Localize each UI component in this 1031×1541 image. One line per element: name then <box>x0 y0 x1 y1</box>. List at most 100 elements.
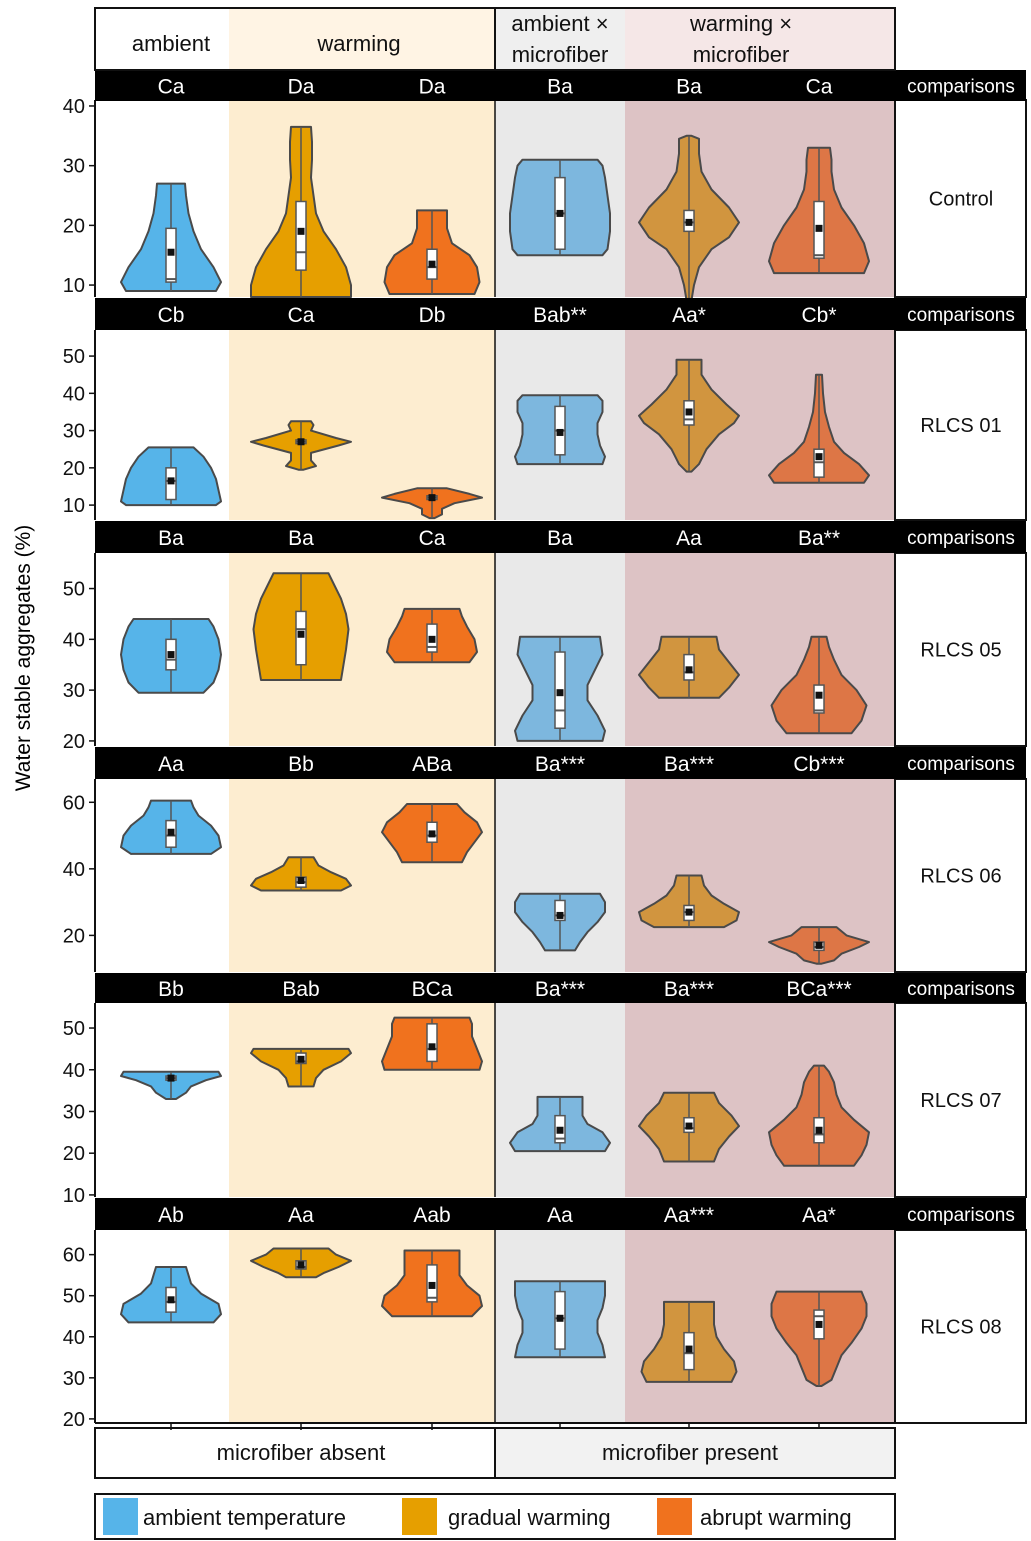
header-label-line: ambient <box>132 31 210 56</box>
mean-1-1 <box>297 438 305 446</box>
y-tick-label: 60 <box>63 792 85 814</box>
comparison-letter-2-0: Ba <box>158 527 184 550</box>
y-tick-label: 30 <box>63 1101 85 1123</box>
comparison-strip-label-bg <box>895 1198 1026 1230</box>
y-tick-label: 20 <box>63 458 85 480</box>
mean-2-2 <box>428 635 436 643</box>
comparison-letter-0-4: Ba <box>676 76 702 99</box>
mean-4-2 <box>428 1043 436 1051</box>
comparison-strip-label-bg <box>895 521 1026 553</box>
comparison-letter-3-1: Bb <box>288 753 314 776</box>
y-tick-label: 40 <box>63 859 85 881</box>
bottom-header-bg <box>495 1428 895 1478</box>
comparison-letter-2-1: Ba <box>288 527 314 550</box>
header-label-0: ambient <box>132 31 210 56</box>
mean-3-5 <box>815 941 823 949</box>
comparison-letter-0-5: Ca <box>806 76 833 99</box>
box-2-5 <box>813 684 825 714</box>
bottom-header-microfiber-absent: microfiber absent <box>217 1440 386 1465</box>
mean-5-5 <box>815 1320 823 1328</box>
mean-2-3 <box>556 689 564 697</box>
facet-label: RLCS 07 <box>920 1090 1001 1112</box>
mean-4-1 <box>297 1055 305 1063</box>
bottom-header-microfiber-present: microfiber present <box>602 1440 778 1465</box>
comparison-letter-5-5: Aa* <box>802 1204 836 1227</box>
mean-5-1 <box>297 1261 305 1269</box>
mean-1-2 <box>428 494 436 502</box>
comparison-letter-3-0: Aa <box>158 753 184 776</box>
legend-label-0: ambient temperature <box>143 1505 346 1530</box>
facet-box <box>894 552 1027 747</box>
comparison-letter-1-5: Cb* <box>801 304 836 327</box>
y-tick-label: 40 <box>63 96 85 118</box>
facet-label: RLCS 06 <box>920 866 1001 888</box>
mean-4-3 <box>556 1126 564 1134</box>
y-tick-label: 20 <box>63 215 85 237</box>
y-tick-label: 20 <box>63 731 85 753</box>
y-tick-label: 60 <box>63 1245 85 1267</box>
comparison-letter-4-4: Ba*** <box>664 978 714 1001</box>
y-tick-label: 20 <box>63 1143 85 1165</box>
y-tick-label: 50 <box>63 579 85 601</box>
facet-label: RLCS 05 <box>920 640 1001 662</box>
comparison-letter-1-4: Aa* <box>672 304 706 327</box>
legend: ambient temperature gradual warming abrupt… <box>94 1493 896 1540</box>
facet-label: RLCS 01 <box>920 415 1001 437</box>
y-tick-label: 20 <box>63 1409 85 1431</box>
y-tick-label: 30 <box>63 1368 85 1390</box>
mean-1-4 <box>685 408 693 416</box>
mean-5-2 <box>428 1281 436 1289</box>
comparison-letter-0-0: Ca <box>158 76 185 99</box>
mean-3-3 <box>556 911 564 919</box>
comparison-letter-1-3: Bab** <box>533 304 587 327</box>
comparison-letter-1-0: Cb <box>158 304 185 327</box>
y-axes: 10 20 30 40 10 20 30 40 50 20 30 40 50 20 40 60 10 20 30 40… <box>63 96 895 1431</box>
y-tick-label: 10 <box>63 495 85 517</box>
mean-4-4 <box>685 1122 693 1130</box>
comparison-letter-1-2: Db <box>419 304 446 327</box>
legend-label-2: abrupt warming <box>700 1505 852 1530</box>
comparison-strip <box>95 521 895 553</box>
legend-swatch-1 <box>402 1498 437 1535</box>
header-label-line: microfiber <box>693 42 790 67</box>
y-tick-label: 40 <box>63 629 85 651</box>
box-3-3 <box>554 899 566 922</box>
mean-5-0 <box>167 1296 175 1304</box>
comparison-strip-label-bg <box>895 973 1026 1003</box>
mean-1-5 <box>815 453 823 461</box>
comparison-strip <box>95 973 895 1003</box>
box-0-1 <box>295 200 307 271</box>
comparison-strip-label: comparisons <box>907 754 1015 775</box>
mean-0-0 <box>167 248 175 256</box>
y-tick-label: 30 <box>63 421 85 443</box>
facet-box <box>894 1002 1027 1198</box>
mean-4-5 <box>815 1126 823 1134</box>
comparison-strip <box>95 1198 895 1230</box>
comparison-letter-3-3: Ba*** <box>535 753 585 776</box>
violin-marks <box>120 125 870 1388</box>
header-bg-warming <box>229 8 495 70</box>
mean-4-0 <box>167 1074 175 1082</box>
comparison-letter-4-2: BCa <box>412 978 453 1001</box>
comparison-strips: Ca Da Da Ba Ba Ca comparisons Cb Ca Db Bab** Aa* Cb*… <box>95 70 1026 1230</box>
mean-1-3 <box>556 428 564 436</box>
header-label-line: ambient × <box>511 11 608 36</box>
legend-swatch-0 <box>103 1498 138 1535</box>
facet-label: RLCS 08 <box>920 1317 1001 1339</box>
facet-label: Control <box>929 189 993 211</box>
legend-swatch-2 <box>657 1498 692 1535</box>
mean-0-5 <box>815 224 823 232</box>
mean-5-4 <box>685 1345 693 1353</box>
mean-2-1 <box>297 630 305 638</box>
mean-0-3 <box>556 209 564 217</box>
y-tick-label: 50 <box>63 1286 85 1308</box>
legend-frame <box>94 1493 896 1540</box>
header-label-line: warming <box>316 31 400 56</box>
comparison-strip <box>95 298 895 330</box>
facet-box <box>894 1229 1027 1424</box>
mean-2-4 <box>685 666 693 674</box>
mean-0-2 <box>428 260 436 268</box>
mean-0-1 <box>297 227 305 235</box>
header-bg-warming-microfiber <box>625 8 895 70</box>
